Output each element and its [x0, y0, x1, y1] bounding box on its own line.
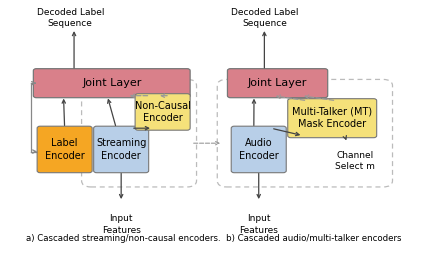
Text: Audio
Encoder: Audio Encoder: [238, 138, 278, 161]
Text: Streaming
Encoder: Streaming Encoder: [96, 138, 146, 161]
Text: Label
Encoder: Label Encoder: [45, 138, 84, 161]
FancyBboxPatch shape: [93, 126, 148, 173]
Text: Non-Causal
Encoder: Non-Causal Encoder: [134, 101, 190, 123]
Text: Joint Layer: Joint Layer: [82, 78, 141, 88]
Text: Channel
Select m: Channel Select m: [334, 151, 374, 171]
Text: Decoded Label
Sequence: Decoded Label Sequence: [230, 8, 297, 28]
Text: Joint Layer: Joint Layer: [248, 78, 307, 88]
FancyBboxPatch shape: [135, 94, 190, 130]
FancyBboxPatch shape: [37, 126, 92, 173]
FancyBboxPatch shape: [227, 69, 327, 98]
Text: Multi-Talker (MT)
Mask Encoder: Multi-Talker (MT) Mask Encoder: [291, 107, 371, 129]
Text: Decoded Label
Sequence: Decoded Label Sequence: [37, 8, 104, 28]
FancyBboxPatch shape: [230, 126, 285, 173]
Text: Input
Features: Input Features: [239, 215, 277, 234]
Text: a) Cascaded streaming/non-causal encoders.  b) Cascaded audio/multi-talker encod: a) Cascaded streaming/non-causal encoder…: [26, 234, 400, 243]
Text: Input
Features: Input Features: [101, 215, 140, 234]
FancyBboxPatch shape: [33, 69, 190, 98]
FancyBboxPatch shape: [287, 99, 376, 138]
